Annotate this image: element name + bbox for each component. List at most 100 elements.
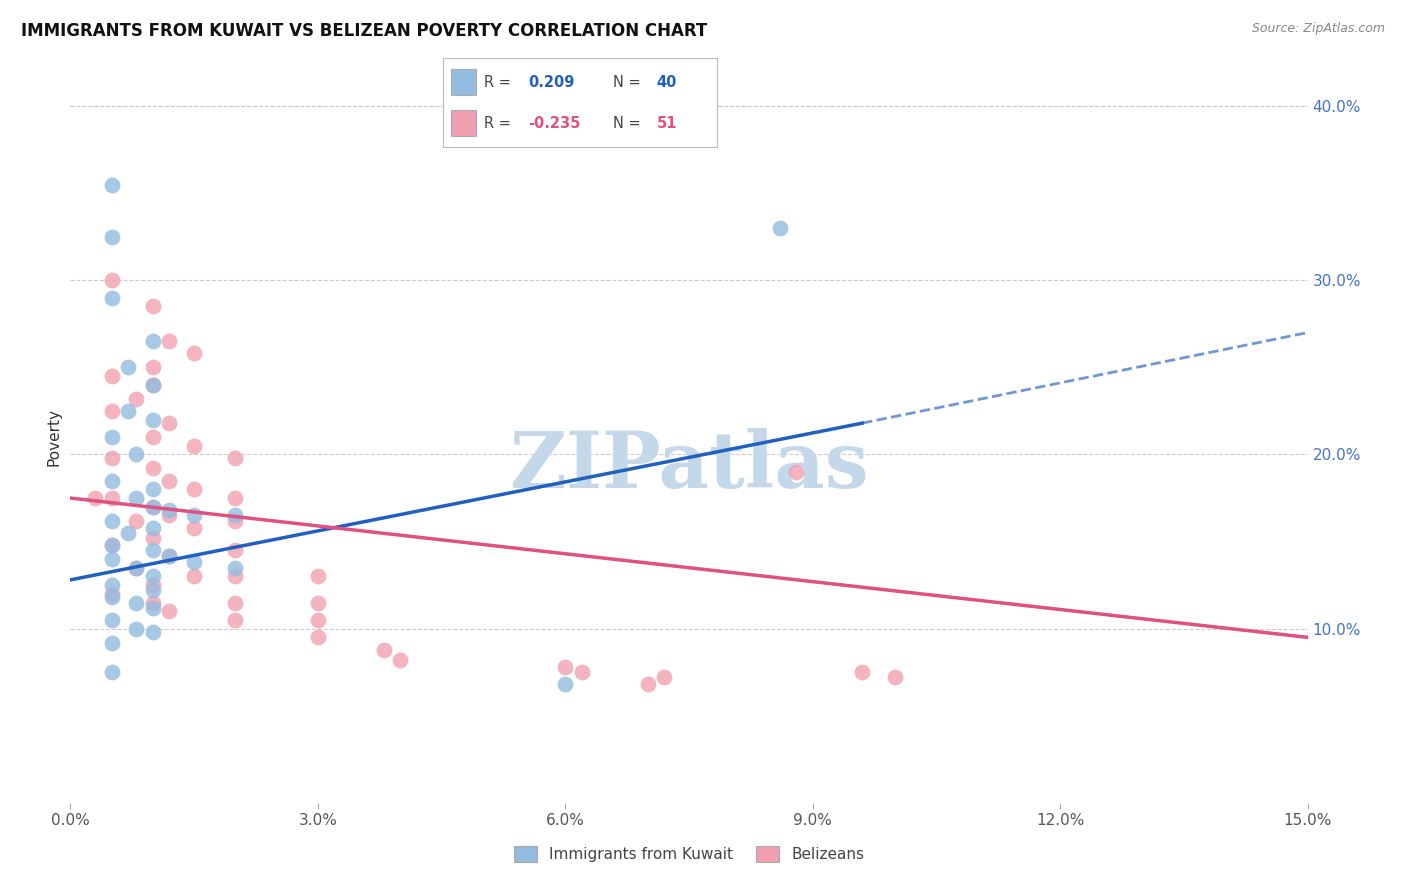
Point — [125, 514, 148, 528]
Point — [142, 483, 165, 497]
Point — [100, 635, 122, 649]
Point — [157, 604, 180, 618]
Legend: Immigrants from Kuwait, Belizeans: Immigrants from Kuwait, Belizeans — [508, 840, 870, 868]
Point — [125, 560, 148, 574]
Point — [307, 631, 329, 645]
Point — [142, 578, 165, 592]
Point — [142, 334, 165, 349]
Point — [117, 360, 139, 375]
Point — [142, 300, 165, 314]
Point — [142, 531, 165, 545]
Point — [117, 525, 139, 540]
Point — [157, 474, 180, 488]
Point — [100, 578, 122, 592]
Point — [157, 416, 180, 430]
Point — [142, 595, 165, 609]
Text: N =: N = — [613, 75, 641, 89]
Point — [100, 273, 122, 287]
Point — [769, 221, 792, 235]
Point — [307, 613, 329, 627]
Point — [100, 613, 122, 627]
Point — [224, 560, 246, 574]
Point — [100, 450, 122, 465]
Point — [142, 412, 165, 426]
Point — [125, 491, 148, 505]
Point — [157, 549, 180, 563]
Point — [142, 430, 165, 444]
Point — [100, 178, 122, 192]
Point — [157, 549, 180, 563]
Point — [224, 613, 246, 627]
Point — [637, 677, 659, 691]
Point — [142, 543, 165, 558]
Point — [125, 622, 148, 636]
Text: 0.209: 0.209 — [527, 75, 574, 89]
Point — [183, 556, 205, 570]
Point — [389, 653, 412, 667]
Point — [100, 587, 122, 601]
Point — [142, 377, 165, 392]
Point — [183, 508, 205, 523]
Point — [183, 521, 205, 535]
Point — [142, 377, 165, 392]
Point — [100, 369, 122, 384]
Point — [554, 677, 576, 691]
Text: IMMIGRANTS FROM KUWAIT VS BELIZEAN POVERTY CORRELATION CHART: IMMIGRANTS FROM KUWAIT VS BELIZEAN POVER… — [21, 22, 707, 40]
Point — [100, 430, 122, 444]
Point — [785, 465, 807, 479]
Point — [373, 642, 395, 657]
Point — [224, 508, 246, 523]
Point — [224, 491, 246, 505]
Point — [183, 439, 205, 453]
Point — [100, 591, 122, 605]
Text: R =: R = — [484, 75, 510, 89]
Point — [100, 552, 122, 566]
Point — [224, 595, 246, 609]
Point — [183, 346, 205, 360]
Point — [307, 569, 329, 583]
Point — [142, 500, 165, 514]
Point — [183, 569, 205, 583]
Text: 51: 51 — [657, 116, 678, 130]
Point — [224, 569, 246, 583]
Point — [142, 360, 165, 375]
Point — [307, 595, 329, 609]
Point — [100, 514, 122, 528]
Point — [100, 538, 122, 552]
Point — [117, 404, 139, 418]
Point — [142, 600, 165, 615]
Bar — [451, 69, 475, 95]
Point — [851, 665, 873, 680]
Point — [125, 560, 148, 574]
Point — [224, 450, 246, 465]
Point — [157, 508, 180, 523]
Point — [652, 670, 675, 684]
Point — [100, 491, 122, 505]
Point — [884, 670, 907, 684]
Point — [142, 500, 165, 514]
Point — [183, 483, 205, 497]
Point — [125, 392, 148, 406]
Point — [554, 660, 576, 674]
Point — [224, 514, 246, 528]
Text: N =: N = — [613, 116, 641, 130]
Text: Source: ZipAtlas.com: Source: ZipAtlas.com — [1251, 22, 1385, 36]
Point — [224, 543, 246, 558]
Point — [142, 521, 165, 535]
Point — [100, 404, 122, 418]
Point — [571, 665, 593, 680]
Point — [125, 595, 148, 609]
Point — [100, 474, 122, 488]
Text: ZIPatlas: ZIPatlas — [509, 428, 869, 504]
Point — [100, 291, 122, 305]
Y-axis label: Poverty: Poverty — [46, 408, 62, 467]
Point — [100, 229, 122, 244]
Point — [157, 334, 180, 349]
Point — [125, 448, 148, 462]
Text: R =: R = — [484, 116, 510, 130]
Point — [100, 665, 122, 680]
Point — [142, 625, 165, 640]
Text: -0.235: -0.235 — [527, 116, 581, 130]
Text: 40: 40 — [657, 75, 678, 89]
Point — [142, 583, 165, 598]
